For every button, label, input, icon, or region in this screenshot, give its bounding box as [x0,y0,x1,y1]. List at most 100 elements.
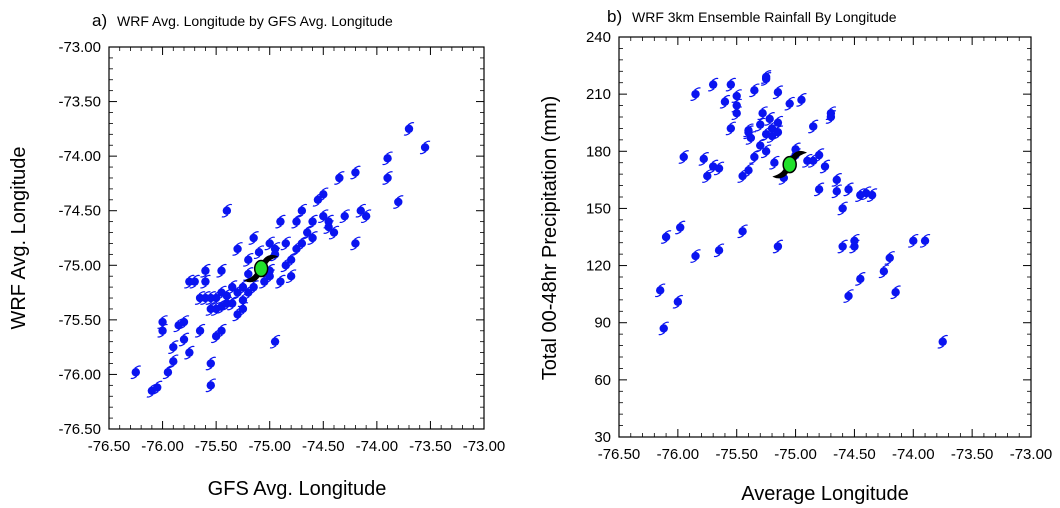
y-tick-label: -76.00 [58,366,101,383]
scatter-point [216,323,227,338]
scatter-point [296,203,308,218]
scatter-point [802,153,813,168]
scatter-point [884,251,896,265]
scatter-point [307,214,318,229]
x-tick-label: -74.50 [302,438,345,455]
scatter-point [760,144,772,159]
scatter-point [769,155,780,170]
scatter-point [764,112,775,126]
x-tick-label: -76.50 [598,446,641,463]
panel-a-y-axis-label: WRF Avg. Longitude [8,146,30,329]
scatter-point [275,214,286,229]
y-tick-label: 60 [594,372,611,389]
scatter-point [713,243,725,258]
y-tick-label: -73.00 [58,39,101,56]
scatter-point [184,345,195,360]
scatter-point [318,209,329,224]
scatter-point [878,264,890,279]
scatter-point [866,188,878,202]
scatter-point [743,125,754,140]
y-tick-label: -75.00 [58,257,101,274]
scatter-point [168,340,179,354]
scatter-point [328,225,340,240]
scatter-point [264,269,275,284]
scatter-point [831,184,843,199]
scatter-point [698,152,710,166]
scatter-point [243,252,254,267]
scatter-point [253,245,265,260]
scatter-point [674,220,686,235]
scatter-point [743,163,754,178]
x-tick-label: -75.00 [248,438,291,455]
scatter-point [178,332,190,347]
scatter-point [837,239,848,254]
scatter-point [382,151,393,166]
scatter-point [419,140,431,155]
scatter-point [355,203,367,218]
scatter-point [749,150,760,164]
scatter-point [772,239,784,254]
scatter-point [672,294,684,309]
panel-a-points [130,122,431,398]
scatter-point [248,280,259,294]
x-tick-label: -76.50 [88,438,131,455]
scatter-point [269,334,281,349]
y-tick-label: -74.50 [58,203,101,220]
scatter-point [275,274,286,289]
scatter-point [226,280,238,294]
scatter-point [890,285,901,300]
scatter-point [749,83,760,98]
y-tick-label: -75.50 [58,312,101,329]
scatter-point [725,121,737,136]
x-tick-label: -76.00 [141,438,184,455]
x-tick-label: -75.50 [195,438,238,455]
scatter-point [350,165,361,180]
scatter-point [264,236,275,251]
scatter-point [760,127,772,141]
scatter-point [772,125,784,140]
scatter-point [772,115,784,130]
panel-a-x-axis-label: GFS Avg. Longitude [208,478,387,500]
panel-b-x-tick-labels: -76.50 -76.00 -75.50 -75.00 -74.50 -74.00 -73.… [598,446,1053,463]
scatter-point [200,274,211,289]
scatter-point [393,195,404,209]
scatter-point [796,93,807,107]
y-tick-label: -74.00 [58,148,101,165]
y-tick-label: -73.50 [58,94,101,111]
scatter-point [189,274,200,289]
x-tick-label: -74.50 [833,446,876,463]
x-tick-label: -76.00 [657,446,700,463]
scatter-point [162,365,174,380]
panel-b-title: WRF 3km Ensemble Rainfall By Longitude [632,9,897,25]
y-tick-label: 150 [586,200,611,217]
panel-b-y-axis-label: Total 00-48hr Precipitation (mm) [539,96,561,381]
scatter-point [178,315,190,329]
scatter-point [690,87,701,101]
y-tick-label: 30 [594,429,611,446]
chart-panel-b: b) WRF 3km Ensemble Rainfall By Longitud… [539,7,1052,505]
scatter-point [200,263,211,278]
scatter-point [248,231,259,245]
panel-a-title: WRF Avg. Longitude by GFS Avg. Longitude [117,13,393,29]
scatter-point [660,230,672,244]
scatter-point [731,106,742,121]
scatter-point [301,225,313,240]
scatter-point [334,171,345,185]
scatter-point [678,150,690,164]
scatter-point [403,122,415,136]
scatter-point [855,272,866,286]
scatter-point [690,249,701,263]
y-tick-label: -76.50 [58,421,101,438]
x-tick-label: -73.50 [951,446,994,463]
x-tick-label: -73.50 [409,438,452,455]
x-tick-label: -73.00 [1010,446,1053,463]
x-tick-label: -75.00 [774,446,817,463]
highlight-hurricane-symbol [772,150,807,179]
scatter-point [713,161,725,176]
scatter-point [772,85,784,100]
scatter-point [658,321,669,336]
scatter-point [285,269,297,284]
scatter-point [382,171,393,185]
scatter-point [221,203,233,218]
scatter-point [849,233,860,248]
